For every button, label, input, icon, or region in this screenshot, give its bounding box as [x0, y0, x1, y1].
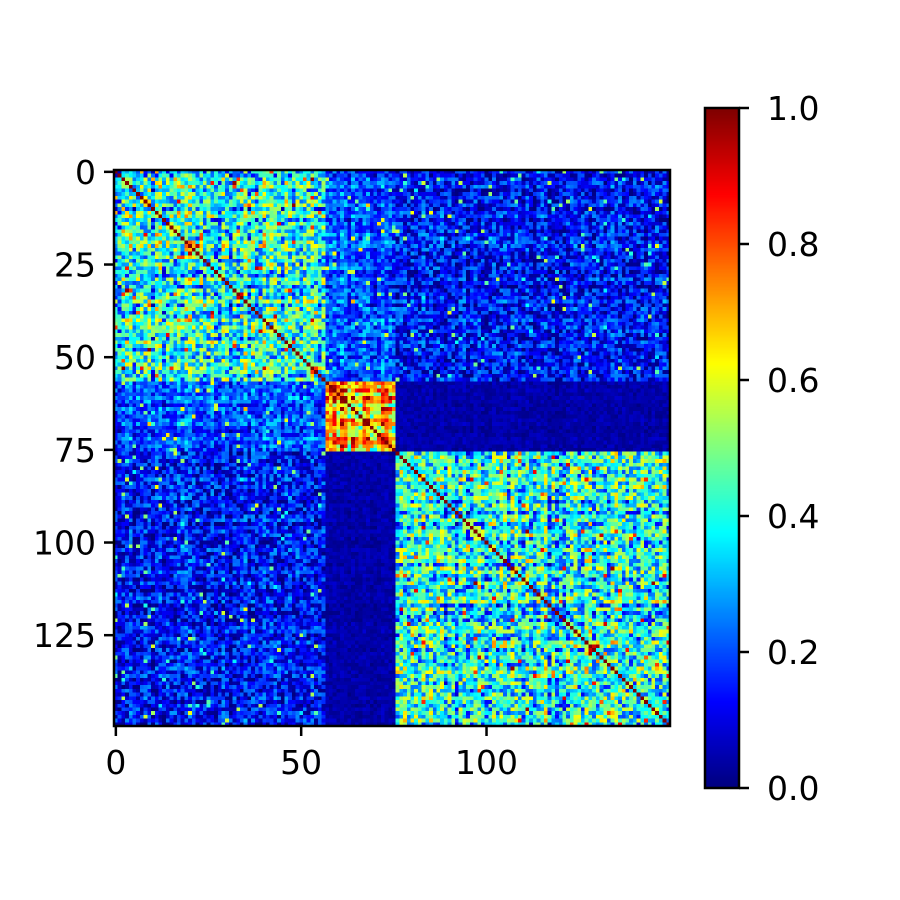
- colorbar-tick-label: 0.8: [767, 225, 819, 264]
- colorbar-tick-label: 0.4: [767, 497, 819, 536]
- colorbar-tick-label: 0.6: [767, 361, 819, 400]
- x-axis-ticks: 0 50 100: [105, 726, 518, 782]
- y-tick-label: 125: [33, 616, 96, 655]
- colorbar-ticks: 0.0 0.2 0.4 0.6 0.8 1.0: [739, 89, 819, 808]
- colorbar-tick-label: 1.0: [767, 89, 819, 128]
- heatmap-image: [114, 170, 670, 726]
- x-tick-label: 0: [105, 743, 126, 782]
- colorbar-tick-label: 0.2: [767, 633, 819, 672]
- x-tick-label: 50: [280, 743, 322, 782]
- y-tick-label: 25: [54, 246, 96, 285]
- y-tick-label: 75: [54, 431, 96, 470]
- y-tick-label: 100: [33, 524, 96, 563]
- y-tick-label: 0: [75, 153, 96, 192]
- colorbar-tick-label: 0.0: [767, 769, 819, 808]
- y-tick-label: 50: [54, 338, 96, 377]
- heatmap-frame: [112, 168, 672, 728]
- colorbar-gradient: [705, 108, 739, 788]
- y-axis-ticks: 0 25 50 75 100 125: [33, 153, 114, 655]
- colorbar-frame: [703, 106, 741, 790]
- x-tick-label: 100: [455, 743, 518, 782]
